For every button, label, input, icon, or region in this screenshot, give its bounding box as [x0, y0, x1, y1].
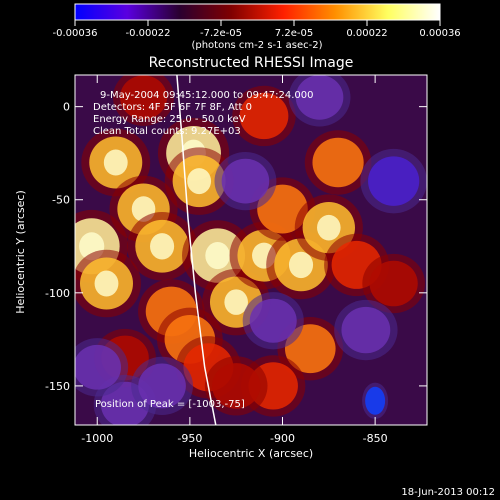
colorbar-tick-label: 0.00036 — [419, 28, 460, 39]
heatmap-blob-core — [150, 233, 175, 260]
heatmap-blob — [249, 298, 297, 343]
annotation-line: Detectors: 4F 5F 6F 7F 8F, Att 0 — [93, 102, 252, 113]
heatmap-blob-core — [103, 149, 128, 176]
heatmap-blob — [120, 75, 168, 120]
heatmap-blob — [295, 75, 344, 120]
y-tick-label: 0 — [63, 101, 70, 114]
annotation-line: Energy Range: 25.0 - 50.0 keV — [93, 114, 246, 125]
y-tick-label: -150 — [45, 380, 70, 393]
x-tick-label: -850 — [363, 432, 388, 445]
x-tick-label: -900 — [270, 432, 295, 445]
annotation-line: 9-May-2004 09:45:12.000 to 09:47:24.000 — [100, 90, 313, 101]
heatmap-blob — [239, 92, 289, 140]
heatmap-blob-core — [187, 168, 212, 195]
x-tick-label: -1000 — [81, 432, 113, 445]
colorbar-tick-label: 7.2e-05 — [275, 28, 313, 39]
axis-ticks: -1000 -950 -900 -850 0 -50 -100 -150 — [45, 75, 427, 445]
heatmap-blob — [368, 156, 420, 206]
heatmap-blob — [75, 344, 122, 390]
peak-position-label: Position of Peak = [-1003,-75] — [95, 399, 245, 410]
colorbar-gradient — [74, 3, 441, 21]
generation-date: 18-Jun-2013 00:12 — [401, 487, 495, 498]
heatmap-blob — [138, 363, 186, 409]
heatmap-blob — [369, 260, 418, 307]
solar-limb-line — [176, 75, 217, 425]
colorbar-unit-label: (photons cm-2 s-1 asec-2) — [191, 40, 322, 51]
plot-area: -1000 -950 -900 -850 0 -50 -100 -150 — [45, 74, 428, 445]
y-axis-label: Heliocentric Y (arcsec) — [14, 190, 27, 314]
colorbar-tick-label: -0.00022 — [126, 28, 171, 39]
x-axis-label: Heliocentric X (arcsec) — [189, 447, 313, 460]
colorbar-tick-label: 0.00022 — [346, 28, 387, 39]
heatmap-blob — [212, 363, 261, 409]
colorbar-tick-label: -7.2e-05 — [200, 28, 242, 39]
heatmap-blob — [341, 306, 391, 354]
heatmap-blob-core — [205, 241, 230, 270]
colorbar-tick-label: -0.00036 — [53, 28, 98, 39]
heatmap-blob-core — [317, 214, 341, 241]
heatmap-blob-core — [94, 270, 119, 297]
colorbar: -0.00036 -0.00022 -7.2e-05 7.2e-05 0.00022 0.… — [53, 3, 461, 51]
y-tick-label: -50 — [52, 194, 70, 207]
heatmap-blob-core — [288, 251, 314, 279]
heatmap-blob — [221, 158, 270, 204]
heatmap-blob — [365, 386, 386, 415]
annotation-line: Clean Total counts: 9.27E+03 — [93, 126, 241, 137]
plot-frame — [74, 74, 428, 426]
x-tick-label: -950 — [177, 432, 202, 445]
y-tick-label: -100 — [45, 287, 70, 300]
chart-title: Reconstructed RHESSI Image — [149, 55, 354, 71]
heatmap-image — [75, 75, 427, 425]
heatmap-blob-core — [224, 289, 248, 315]
colorbar-ticks: -0.00036 -0.00022 -7.2e-05 7.2e-05 0.00022 0.… — [53, 20, 461, 39]
heatmap-blob — [312, 137, 364, 188]
image-annotations: 9-May-2004 09:45:12.000 to 09:47:24.000D… — [93, 90, 313, 137]
